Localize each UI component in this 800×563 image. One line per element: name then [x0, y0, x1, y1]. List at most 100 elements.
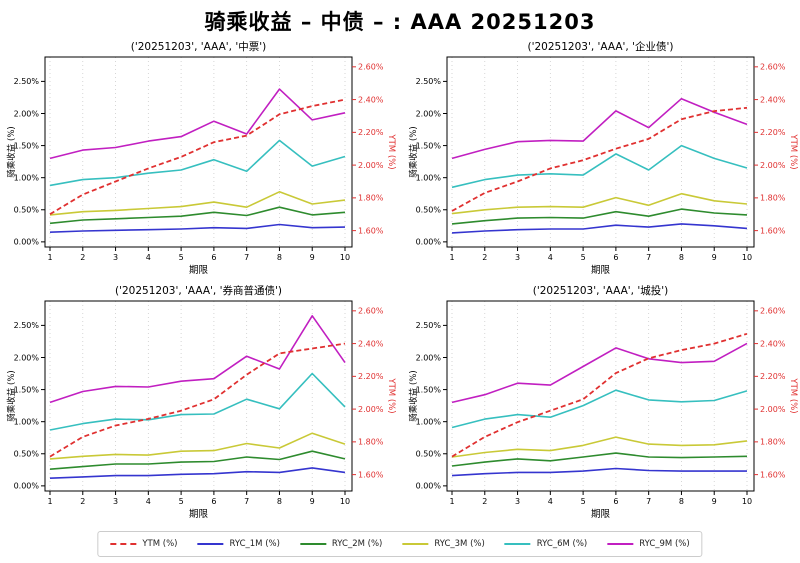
legend-item-YTM: YTM (%): [110, 539, 177, 549]
legend-line-sample-RYC_1M: [197, 543, 224, 545]
left-tick-label: 2.00%: [14, 109, 40, 118]
left-tick-label: 2.00%: [416, 353, 442, 362]
series-line-RYC_6M: [49, 139, 346, 187]
series-line-RYC_6M: [451, 144, 748, 189]
series-line-RYC_1M: [451, 467, 747, 477]
x-tick-label: 8: [277, 497, 282, 506]
left-tick-label: 0.50%: [416, 206, 442, 215]
x-tick-label: 6: [613, 253, 618, 262]
x-tick-label: 10: [340, 253, 350, 262]
left-tick-label: 2.00%: [14, 353, 40, 362]
series-line-RYC_2M: [451, 452, 748, 467]
legend-line-sample-YTM: [110, 543, 137, 545]
left-tick-label: 2.00%: [416, 109, 442, 118]
x-tick-label: 3: [515, 497, 520, 506]
right-tick-label: 2.00%: [760, 405, 786, 414]
left-tick-label: 0.00%: [14, 482, 40, 491]
right-tick-label: 1.60%: [358, 470, 384, 479]
plot-border: [446, 300, 755, 492]
plot-border: [44, 56, 353, 248]
right-tick-label: 2.60%: [358, 307, 384, 316]
x-tick-label: 5: [179, 497, 184, 506]
series-line-YTM: [451, 332, 748, 458]
left-tick-label: 2.50%: [416, 77, 442, 86]
legend-label-RYC_3M: RYC_3M (%): [434, 539, 485, 549]
legend-line-sample-RYC_2M: [299, 543, 326, 545]
x-tick-label: 5: [179, 253, 184, 262]
x-axis-label: 期限: [591, 265, 611, 276]
right-tick-label: 2.40%: [760, 339, 786, 348]
x-tick-label: 7: [244, 253, 249, 262]
page-title: 骑乘收益 – 中债 – : AAA 20251203: [204, 10, 596, 34]
right-tick-label: 2.20%: [760, 128, 786, 137]
right-tick-label: 2.00%: [358, 161, 384, 170]
x-tick-label: 7: [646, 497, 651, 506]
series-line-RYC_1M: [49, 467, 346, 479]
left-tick-label: 2.50%: [14, 77, 40, 86]
right-tick-label: 2.40%: [358, 339, 384, 348]
x-tick-label: 1: [47, 253, 52, 262]
x-tick-label: 9: [712, 497, 717, 506]
legend: YTM (%) RYC_1M (%) RYC_2M (%) RYC_3M (%) RYC…: [97, 531, 703, 557]
x-tick-label: 3: [515, 253, 520, 262]
left-axis-label: 骑乘收益 (%): [6, 126, 17, 177]
x-tick-label: 7: [646, 253, 651, 262]
x-tick-label: 2: [80, 253, 85, 262]
x-tick-label: 1: [449, 497, 454, 506]
right-tick-label: 1.80%: [358, 438, 384, 447]
series-line-YTM: [451, 106, 748, 212]
series-line-RYC_1M: [451, 223, 748, 234]
legend-line-sample-RYC_9M: [607, 543, 634, 545]
legend-label-RYC_1M: RYC_1M (%): [229, 539, 280, 549]
left-axis-label: 骑乘收益 (%): [408, 126, 419, 177]
subplot-title: ('20251203', 'AAA', '券商普通债'): [115, 284, 282, 297]
left-axis-label: 骑乘收益 (%): [6, 370, 17, 421]
left-tick-label: 1.00%: [416, 173, 442, 182]
legend-label-YTM: YTM (%): [142, 539, 178, 549]
x-tick-label: 5: [581, 253, 586, 262]
x-tick-label: 7: [244, 497, 249, 506]
left-tick-label: 0.50%: [14, 206, 40, 215]
x-tick-label: 1: [449, 253, 454, 262]
plot-border: [44, 300, 353, 492]
series-line-RYC_1M: [49, 223, 346, 233]
left-tick-label: 0.50%: [416, 450, 442, 459]
left-tick-label: 1.50%: [416, 141, 442, 150]
x-tick-label: 1: [47, 497, 52, 506]
x-tick-label: 10: [340, 497, 350, 506]
right-axis-label: YTM (%): [788, 133, 798, 169]
right-tick-label: 1.80%: [358, 194, 384, 203]
legend-item-RYC_2M: RYC_2M (%): [299, 539, 382, 549]
x-tick-label: 3: [113, 497, 118, 506]
series-line-RYC_3M: [451, 436, 748, 458]
x-tick-label: 10: [742, 253, 752, 262]
series-line-YTM: [49, 98, 346, 215]
legend-item-RYC_6M: RYC_6M (%): [504, 539, 587, 549]
series-line-RYC_9M: [451, 342, 748, 404]
series-line-YTM: [49, 342, 346, 458]
series-line-RYC_3M: [49, 432, 346, 460]
subplot-title: ('20251203', 'AAA', '企业债'): [528, 40, 674, 53]
right-tick-label: 2.40%: [358, 95, 384, 104]
x-tick-label: 10: [742, 497, 752, 506]
x-tick-label: 2: [80, 497, 85, 506]
x-tick-label: 8: [679, 253, 684, 262]
right-tick-label: 2.20%: [358, 128, 384, 137]
left-tick-label: 1.00%: [14, 173, 40, 182]
x-tick-label: 9: [310, 497, 315, 506]
right-tick-label: 2.00%: [358, 405, 384, 414]
left-tick-label: 0.00%: [416, 238, 442, 247]
series-line-RYC_2M: [49, 206, 346, 225]
right-tick-label: 1.60%: [760, 226, 786, 235]
right-axis-label: YTM (%): [788, 377, 798, 413]
left-tick-label: 0.00%: [14, 238, 40, 247]
left-tick-label: 2.50%: [14, 321, 40, 330]
x-tick-label: 4: [548, 253, 553, 262]
series-line-RYC_2M: [49, 450, 346, 470]
series-line-RYC_6M: [451, 389, 748, 429]
x-tick-label: 2: [482, 253, 487, 262]
x-tick-label: 4: [146, 497, 151, 506]
x-tick-label: 6: [613, 497, 618, 506]
